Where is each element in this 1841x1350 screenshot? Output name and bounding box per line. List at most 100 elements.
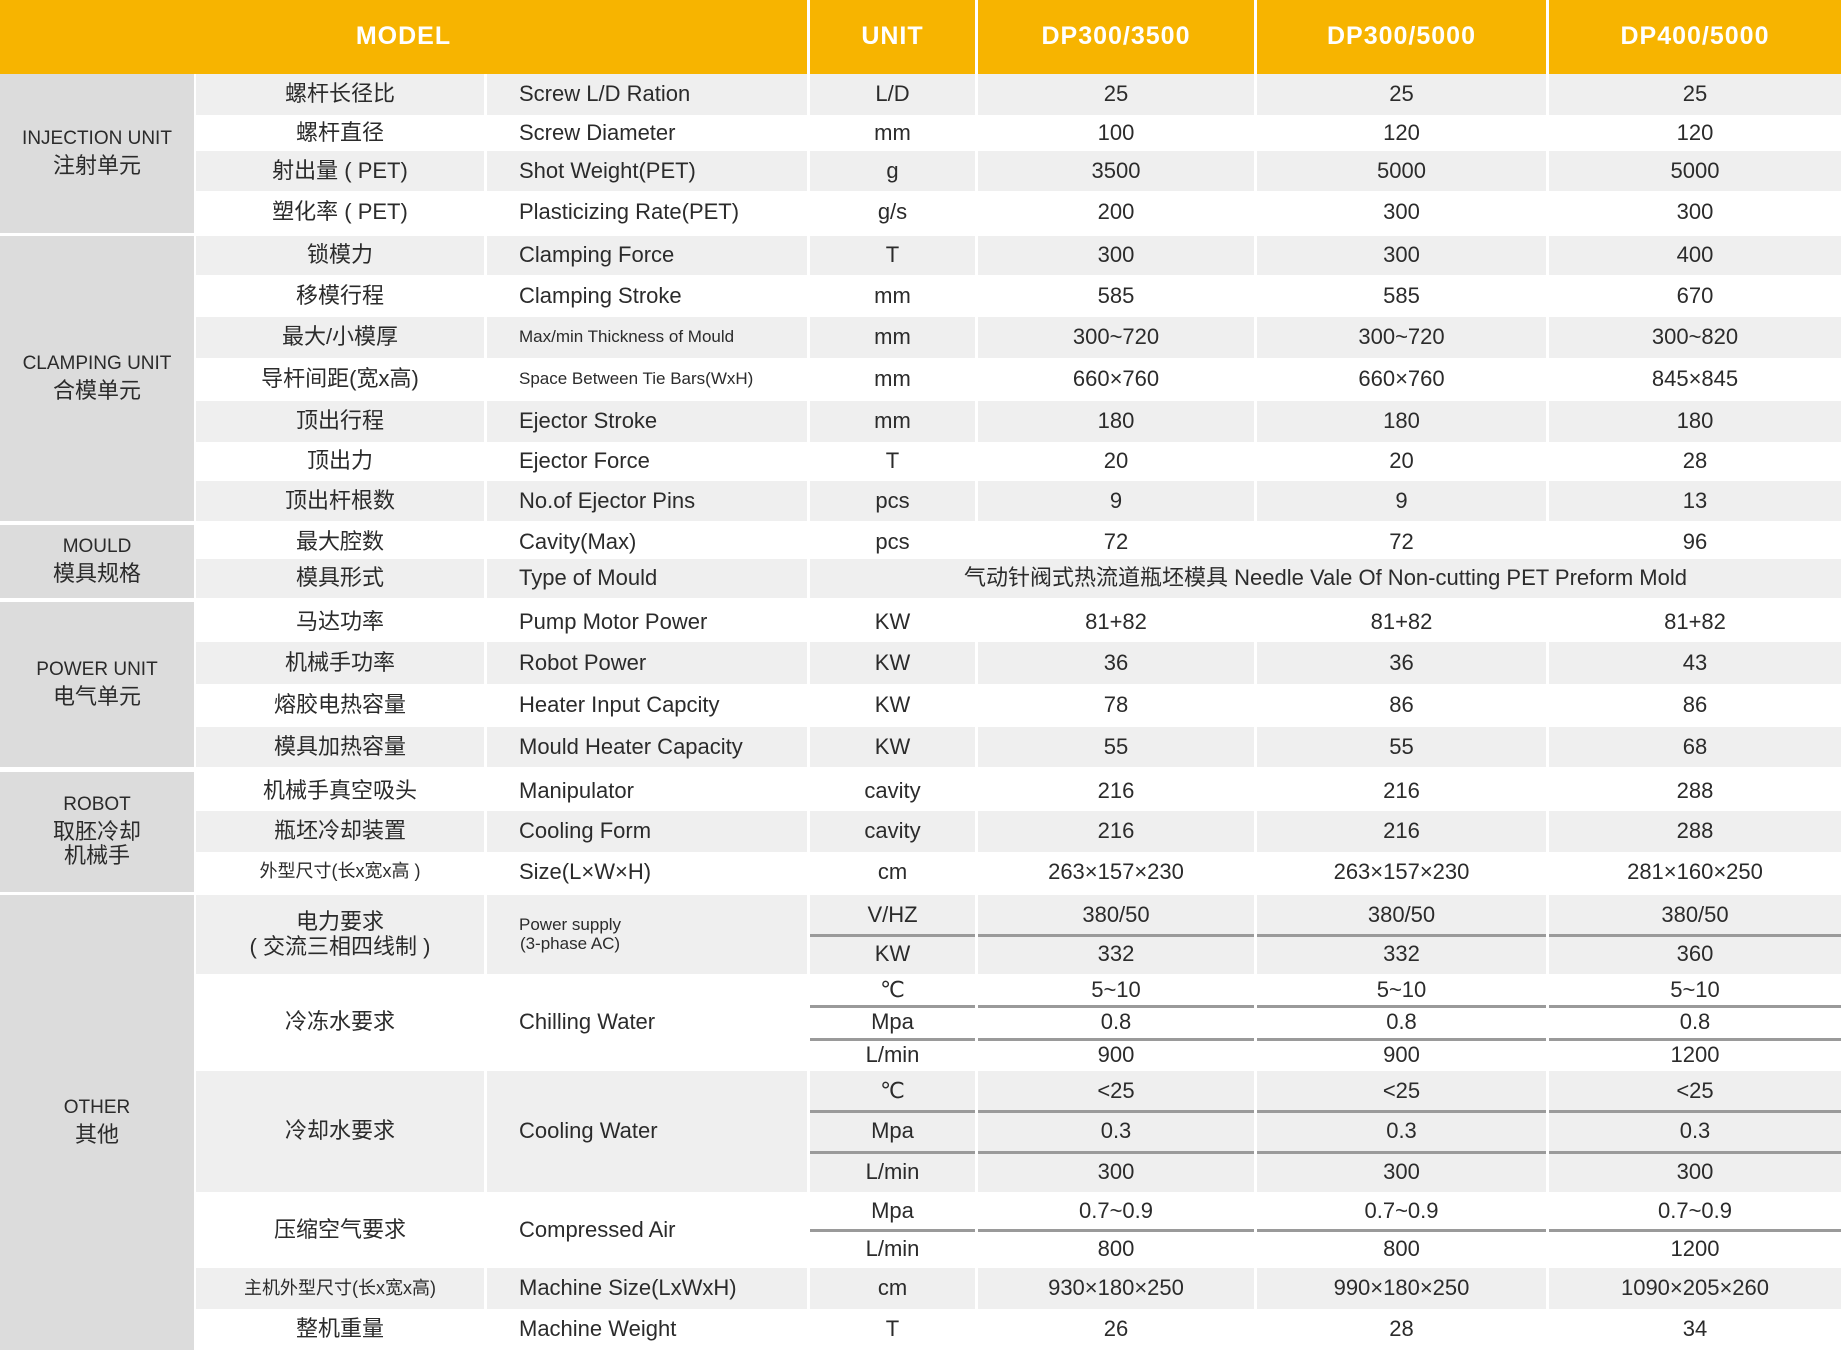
sub-value: 0.8 — [1386, 1009, 1417, 1035]
sub-divider — [1257, 1229, 1546, 1232]
row-label-en: Type of Mould — [487, 559, 807, 598]
sub-value: 300 — [1676, 1158, 1714, 1184]
value-cell: <25 0.3 300 — [1549, 1071, 1841, 1192]
group-label-en: OTHER — [63, 1096, 131, 1118]
value-cell: 5000 — [1257, 151, 1546, 191]
unit-cell: KW — [810, 642, 975, 684]
value-cell: 34 — [1549, 1309, 1841, 1350]
value-cell: 5~10 0.8 1200 — [1549, 974, 1841, 1071]
sub-value: 0.3 — [1100, 1118, 1132, 1144]
sub-unit: KW — [874, 941, 911, 967]
value-cell: 216 — [978, 811, 1254, 852]
value-cell: 86 — [1549, 684, 1841, 727]
sub-unit: Mpa — [871, 1197, 914, 1223]
value-cell: 288 — [1549, 811, 1841, 852]
unit-cell: mm — [810, 401, 975, 442]
row-label-cn: 移模行程 — [196, 275, 484, 317]
row-label-en: Chilling Water — [487, 974, 807, 1071]
unit-cell: T — [810, 236, 975, 275]
row-label-en: Machine Weight — [487, 1309, 807, 1350]
group-label-en: CLAMPING UNIT — [22, 352, 172, 374]
value-cell: 300~720 — [978, 317, 1254, 358]
row-label-en: No.of Ejector Pins — [487, 481, 807, 521]
row-label-cn: 最大腔数 — [196, 525, 484, 559]
sub-value: 0.3 — [1386, 1118, 1417, 1144]
value-cell: 585 — [978, 275, 1254, 317]
value-cell: 81+82 — [978, 602, 1254, 642]
value-cell: 25 — [978, 74, 1254, 115]
row-label-cn: 螺杆直径 — [196, 115, 484, 151]
sub-divider — [1549, 933, 1841, 937]
value-cell: 3500 — [978, 151, 1254, 191]
unit-cell: mm — [810, 115, 975, 151]
group-label: POWER UNIT 电气单元 — [0, 602, 194, 767]
sub-value: 900 — [1097, 1041, 1135, 1067]
value-cell: 380/50 332 — [978, 895, 1254, 974]
header-model: MODEL — [0, 0, 807, 74]
value-cell: 300 — [1257, 191, 1546, 233]
value-cell: 55 — [1257, 727, 1546, 767]
row-label-cn: 射出量 ( PET) — [196, 151, 484, 191]
sub-divider — [978, 1005, 1254, 1009]
unit-cell: KW — [810, 727, 975, 767]
value-cell: 25 — [1549, 74, 1841, 115]
sub-value: <25 — [1382, 1078, 1421, 1104]
value-cell: 300 — [1549, 191, 1841, 233]
value-cell: 930×180×250 — [978, 1268, 1254, 1309]
group-label-cn: 模具规格 — [52, 560, 141, 586]
row-label-en: Clamping Force — [487, 236, 807, 275]
value-cell: 380/50 360 — [1549, 895, 1841, 974]
value-cell: 55 — [978, 727, 1254, 767]
value-cell: 216 — [978, 772, 1254, 811]
sub-value: 332 — [1383, 941, 1420, 967]
value-cell: 0.7~0.9 1200 — [1549, 1192, 1841, 1268]
value-cell: 25 — [1257, 74, 1546, 115]
sub-divider — [1257, 1150, 1546, 1154]
value-cell: 180 — [1549, 401, 1841, 442]
sub-divider — [1549, 1037, 1841, 1041]
group-label-en: POWER UNIT — [36, 658, 158, 680]
sub-value: <25 — [1097, 1078, 1135, 1104]
sub-unit: V/HZ — [867, 901, 918, 927]
sub-value: 0.8 — [1100, 1009, 1132, 1035]
row-label-en: Cooling Form — [487, 811, 807, 852]
header-model-2: DP300/5000 — [1257, 0, 1546, 74]
value-cell: 288 — [1549, 772, 1841, 811]
sub-unit: ℃ — [880, 977, 905, 1003]
sub-value: 0.7~0.9 — [1364, 1197, 1439, 1223]
value-cell: 0.7~0.9 800 — [978, 1192, 1254, 1268]
row-label-en: Ejector Stroke — [487, 401, 807, 442]
sub-value: 1200 — [1670, 1041, 1720, 1067]
value-cell: 5~10 0.8 900 — [1257, 974, 1546, 1071]
sub-unit: L/min — [865, 1158, 920, 1184]
row-label-cn: 主机外型尺寸(长x宽x高) — [196, 1268, 484, 1309]
sub-value: 5~10 — [1670, 977, 1720, 1003]
value-cell: 660×760 — [1257, 358, 1546, 401]
sub-divider — [810, 1110, 975, 1114]
value-cell: 300~720 — [1257, 317, 1546, 358]
value-cell: 585 — [1257, 275, 1546, 317]
value-cell: 120 — [1549, 115, 1841, 151]
unit-cell: mm — [810, 317, 975, 358]
row-label-en: Ejector Force — [487, 442, 807, 481]
row-label-en: Size(L×W×H) — [487, 852, 807, 892]
row-label-en: Max/min Thickness of Mould — [487, 317, 807, 358]
row-label-cn: 整机重量 — [196, 1309, 484, 1350]
value-cell: 5~10 0.8 900 — [978, 974, 1254, 1071]
value-cell: 9 — [978, 481, 1254, 521]
value-cell: 845×845 — [1549, 358, 1841, 401]
value-cell: 28 — [1549, 442, 1841, 481]
unit-cell: cavity — [810, 811, 975, 852]
sub-unit: Mpa — [871, 1118, 914, 1144]
sub-unit: Mpa — [871, 1009, 914, 1035]
row-label-cn: 导杆间距(宽x高) — [196, 358, 484, 401]
row-label-cn: 电力要求 ( 交流三相四线制 ) — [196, 895, 484, 974]
value-cell: 670 — [1549, 275, 1841, 317]
value-cell: 28 — [1257, 1309, 1546, 1350]
value-cell: 81+82 — [1549, 602, 1841, 642]
unit-cell: pcs — [810, 481, 975, 521]
group-label-en: INJECTION UNIT — [22, 127, 172, 149]
value-cell: 1090×205×260 — [1549, 1268, 1841, 1309]
row-label-cn: 最大/小模厚 — [196, 317, 484, 358]
